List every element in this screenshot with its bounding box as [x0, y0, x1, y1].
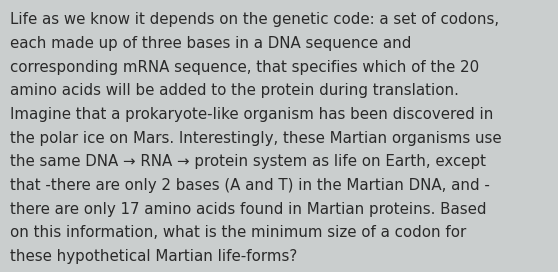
Text: that -there are only 2 bases (A and T) in the Martian DNA, and -: that -there are only 2 bases (A and T) i…: [10, 178, 490, 193]
Text: these hypothetical Martian life-forms?: these hypothetical Martian life-forms?: [10, 249, 297, 264]
Text: there are only 17 amino acids found in Martian proteins. Based: there are only 17 amino acids found in M…: [10, 202, 487, 217]
Text: amino acids will be added to the protein during translation.: amino acids will be added to the protein…: [10, 83, 459, 98]
Text: corresponding mRNA sequence, that specifies which of the 20: corresponding mRNA sequence, that specif…: [10, 60, 479, 75]
Text: on this information, what is the minimum size of a codon for: on this information, what is the minimum…: [10, 225, 466, 240]
Text: Imagine that a prokaryote-like organism has been discovered in: Imagine that a prokaryote-like organism …: [10, 107, 493, 122]
Text: each made up of three bases in a DNA sequence and: each made up of three bases in a DNA seq…: [10, 36, 411, 51]
Text: the polar ice on Mars. Interestingly, these Martian organisms use: the polar ice on Mars. Interestingly, th…: [10, 131, 502, 146]
Text: the same DNA → RNA → protein system as life on Earth, except: the same DNA → RNA → protein system as l…: [10, 154, 486, 169]
Text: Life as we know it depends on the genetic code: a set of codons,: Life as we know it depends on the geneti…: [10, 12, 499, 27]
